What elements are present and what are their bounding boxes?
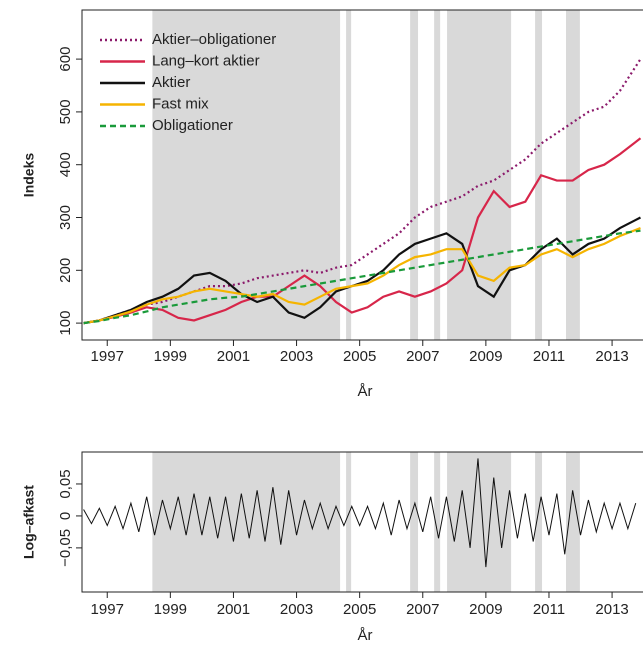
x-tick-label: 2009 bbox=[469, 601, 502, 618]
shaded-period bbox=[434, 452, 441, 592]
shaded-period bbox=[566, 452, 580, 592]
y-tick-label: 0,05 bbox=[57, 469, 74, 498]
x-tick-label: 2003 bbox=[280, 348, 313, 365]
legend-label: Aktier bbox=[152, 74, 190, 91]
legend-label: Fast mix bbox=[152, 95, 209, 112]
x-tick-label: 2003 bbox=[280, 601, 313, 618]
x-tick-label: 2007 bbox=[406, 601, 439, 618]
x-tick-label: 1997 bbox=[91, 348, 124, 365]
y-tick-label: 300 bbox=[57, 205, 74, 230]
y-tick-label: 0 bbox=[57, 512, 74, 520]
x-axis-title: År bbox=[358, 627, 373, 644]
y-tick-label: 600 bbox=[57, 47, 74, 72]
legend-label: Obligationer bbox=[152, 117, 233, 134]
shaded-period bbox=[434, 10, 441, 340]
series-line bbox=[83, 216, 641, 325]
shaded-period bbox=[447, 10, 512, 340]
shaded-period bbox=[410, 10, 419, 340]
x-tick-label: 1997 bbox=[91, 601, 124, 618]
y-tick-label: 400 bbox=[57, 152, 74, 177]
shaded-period bbox=[535, 452, 543, 592]
series-line bbox=[83, 229, 641, 325]
shaded-period bbox=[410, 452, 419, 592]
x-tick-label: 2011 bbox=[533, 348, 565, 365]
x-tick-label: 1999 bbox=[154, 348, 187, 365]
x-axis-title: År bbox=[358, 383, 373, 400]
x-tick-label: 2005 bbox=[343, 601, 376, 618]
x-tick-label: 2013 bbox=[595, 348, 628, 365]
y-tick-label: −0,05 bbox=[57, 529, 74, 567]
legend-label: Lang–kort aktier bbox=[152, 52, 260, 69]
plot-area bbox=[83, 452, 637, 592]
y-axis-title: Indeks bbox=[21, 153, 37, 198]
x-tick-label: 2001 bbox=[217, 601, 250, 618]
shaded-period bbox=[346, 10, 352, 340]
plot-frame bbox=[81, 9, 643, 341]
plot-frame bbox=[81, 451, 643, 593]
x-tick-label: 1999 bbox=[154, 601, 187, 618]
series-line bbox=[83, 458, 637, 568]
x-tick-label: 2011 bbox=[533, 601, 565, 618]
y-axis-title: Log–afkast bbox=[21, 485, 37, 559]
x-tick-label: 2009 bbox=[469, 348, 502, 365]
plot-area bbox=[83, 10, 642, 340]
x-tick-label: 2001 bbox=[217, 348, 250, 365]
series-line bbox=[83, 227, 641, 325]
shaded-period bbox=[535, 10, 543, 340]
x-tick-label: 2005 bbox=[343, 348, 376, 365]
shaded-period bbox=[566, 10, 580, 340]
y-tick-label: 100 bbox=[57, 311, 74, 336]
y-tick-label: 500 bbox=[57, 99, 74, 124]
x-tick-label: 2007 bbox=[406, 348, 439, 365]
shaded-period bbox=[346, 452, 352, 592]
x-tick-label: 2013 bbox=[595, 601, 628, 618]
y-tick-label: 200 bbox=[57, 258, 74, 283]
legend-label: Aktier–obligationer bbox=[152, 31, 276, 48]
series-line bbox=[83, 137, 642, 325]
